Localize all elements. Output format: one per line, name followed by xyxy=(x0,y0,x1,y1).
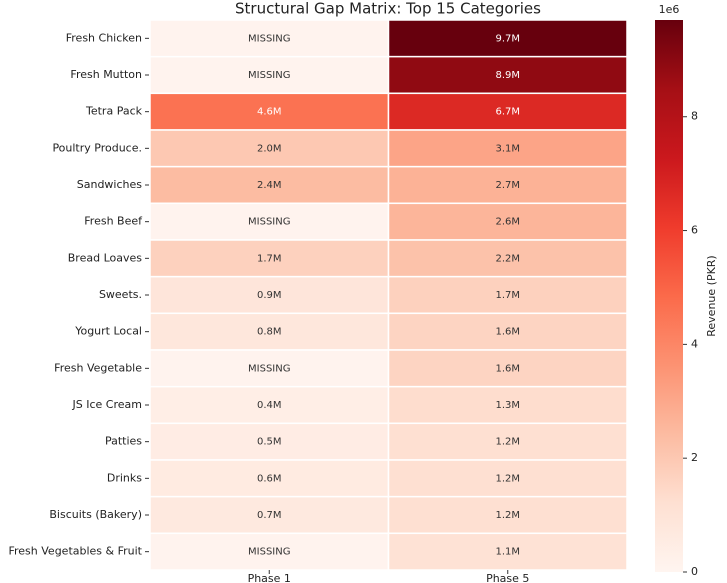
y-tick-label: Fresh Vegetable xyxy=(54,361,142,374)
colorbar xyxy=(655,20,683,572)
y-tick-label: Fresh Beef xyxy=(84,215,143,228)
cell-label: 2.6M xyxy=(495,217,520,228)
colorbar-tick-label: 6 xyxy=(691,224,698,237)
y-tick-label: Tetra Pack xyxy=(85,105,143,118)
cell-label: 1.7M xyxy=(495,290,520,301)
heatmap-cell xyxy=(387,239,628,278)
heatmap-cell xyxy=(387,202,628,241)
missing-cell xyxy=(149,202,390,241)
cell-label: 1.6M xyxy=(495,327,520,338)
cell-label: 4.6M xyxy=(257,107,282,118)
y-tick-label: Sandwiches xyxy=(77,178,143,191)
cell-label: MISSING xyxy=(248,363,290,374)
cell-label: 1.6M xyxy=(495,363,520,374)
heatmap-cell xyxy=(149,239,390,278)
heatmap-cell xyxy=(149,459,390,498)
cell-label: 0.6M xyxy=(257,473,282,484)
cell-label: 2.2M xyxy=(495,253,520,264)
cell-label: MISSING xyxy=(248,547,290,558)
cell-label: 0.5M xyxy=(257,437,282,448)
cell-label: MISSING xyxy=(248,217,290,228)
chart-title: Structural Gap Matrix: Top 15 Categories xyxy=(235,0,541,18)
cell-label: 8.9M xyxy=(495,70,520,81)
y-tick-label: Fresh Mutton xyxy=(70,68,142,81)
heatmap-cell xyxy=(387,19,628,58)
heatmap-cell xyxy=(387,385,628,425)
y-tick-label: Bread Loaves xyxy=(68,251,142,264)
y-tick-label: Biscuits (Bakery) xyxy=(49,508,142,521)
heatmap-cell xyxy=(387,129,628,168)
cell-label: 1.2M xyxy=(495,510,520,521)
missing-cell xyxy=(149,55,390,95)
y-tick-label: Drinks xyxy=(107,471,142,484)
y-tick-label: Patties xyxy=(105,435,142,448)
heatmap-cell xyxy=(387,312,628,351)
cell-label: 1.3M xyxy=(495,400,520,411)
heatmap-cell xyxy=(149,495,390,535)
cell-label: 1.1M xyxy=(495,547,520,558)
colorbar-tick-label: 0 xyxy=(691,565,698,578)
heatmap-cell xyxy=(149,312,390,351)
cell-label: 2.7M xyxy=(495,180,520,191)
cell-label: 0.7M xyxy=(257,510,282,521)
heatmap-cell xyxy=(387,165,628,205)
heatmap-cell xyxy=(387,459,628,498)
heatmap-cell xyxy=(387,422,628,461)
colorbar-tick-label: 8 xyxy=(691,110,698,123)
cell-label: 1.2M xyxy=(495,473,520,484)
colorbar-offset: 1e6 xyxy=(659,3,680,16)
y-tick-label: Yogurt Local xyxy=(74,325,142,338)
y-tick-label: Fresh Vegetables & Fruit xyxy=(8,545,142,558)
x-tick-label: Phase 5 xyxy=(486,572,529,583)
colorbar-tick-label: 4 xyxy=(691,337,698,350)
cell-label: 2.4M xyxy=(257,180,282,191)
heatmap-cell xyxy=(387,532,628,571)
cell-label: 0.8M xyxy=(257,327,282,338)
cell-label: 1.7M xyxy=(257,253,282,264)
heatmap-cell xyxy=(387,495,628,535)
cell-label: 0.4M xyxy=(257,400,282,411)
y-tick-label: JS Ice Cream xyxy=(72,398,142,411)
heatmap-cell xyxy=(149,165,390,205)
y-tick-label: Poultry Produce. xyxy=(52,141,142,154)
cell-label: 9.7M xyxy=(495,33,520,44)
heatmap-cell xyxy=(387,55,628,95)
colorbar-tick-label: 2 xyxy=(691,451,698,464)
heatmap-cell xyxy=(387,349,628,388)
cell-label: MISSING xyxy=(248,70,290,81)
cell-label: 6.7M xyxy=(495,107,520,118)
y-tick-label: Sweets. xyxy=(99,288,142,301)
heatmap-cell xyxy=(149,385,390,425)
cell-label: 0.9M xyxy=(257,290,282,301)
cell-label: MISSING xyxy=(248,33,290,44)
heatmap-cell xyxy=(387,275,628,315)
cell-label: 3.1M xyxy=(495,143,520,154)
colorbar-label: Revenue (PKR) xyxy=(705,255,718,336)
y-tick-label: Fresh Chicken xyxy=(66,31,142,44)
x-tick-label: Phase 1 xyxy=(248,572,291,583)
cell-label: 2.0M xyxy=(257,143,282,154)
cell-label: 1.2M xyxy=(495,437,520,448)
heatmap-cell xyxy=(149,275,390,315)
